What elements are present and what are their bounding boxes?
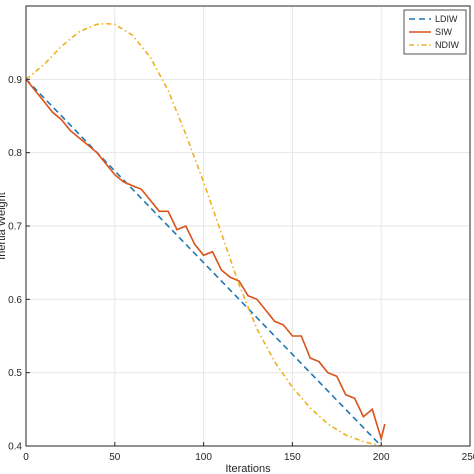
series-line-siw	[25, 78, 386, 442]
x-tick-label: 100	[195, 452, 212, 463]
x-axis-label: Iterations	[225, 463, 271, 474]
series-line-ldiw	[25, 78, 382, 447]
y-tick-label: 0.8	[8, 148, 22, 159]
x-tick-label: 0	[23, 452, 29, 463]
plot-series	[25, 22, 386, 447]
x-tick-label: 150	[284, 452, 301, 463]
y-tick-label: 0.6	[8, 295, 22, 306]
legend: LDIW SIW NDIW	[403, 9, 467, 55]
y-tick-label: 0.4	[8, 442, 22, 453]
x-tick-label: 250	[462, 452, 474, 463]
legend-label: NDIW	[435, 40, 459, 50]
legend-label: LDIW	[435, 14, 458, 24]
legend-label: SIW	[435, 27, 453, 37]
y-tick-label: 0.9	[8, 75, 22, 86]
axis-ticks: 0 50 100 150 200 250 0.4 0.5 0.6 0.7 0.8 0.9	[8, 75, 474, 463]
x-tick-label: 50	[109, 452, 121, 463]
y-axis-label: Inertia Weight	[0, 192, 8, 260]
grid	[25, 6, 471, 447]
x-tick-label: 200	[373, 452, 390, 463]
y-tick-label: 0.5	[8, 368, 22, 379]
y-tick-label: 0.7	[8, 222, 22, 233]
